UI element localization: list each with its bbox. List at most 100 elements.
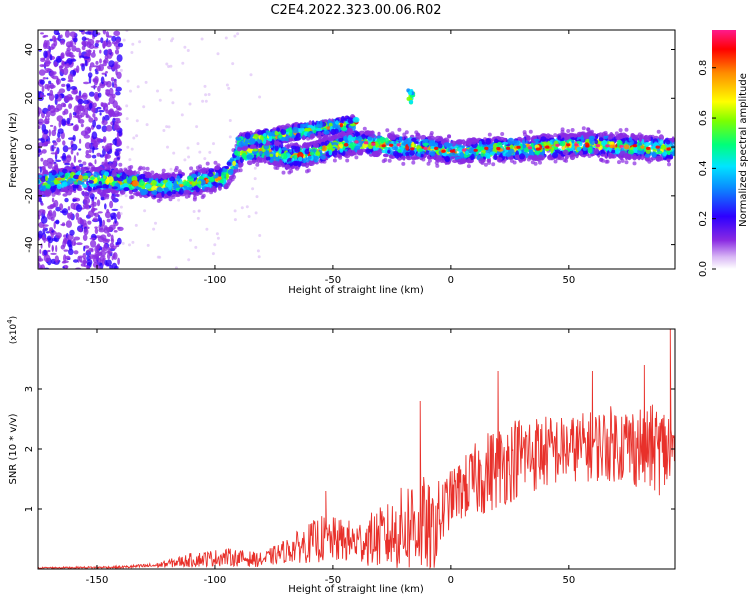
heatmap-cell bbox=[295, 132, 301, 139]
heatmap-cell bbox=[223, 185, 229, 190]
heatmap-cell bbox=[96, 243, 101, 249]
heatmap-cell bbox=[109, 110, 112, 118]
heatmap-cell bbox=[198, 164, 202, 169]
heatmap-cell bbox=[61, 261, 67, 264]
heatmap-cell bbox=[63, 249, 69, 252]
heatmap-cell bbox=[281, 147, 287, 151]
heatmap-cell bbox=[49, 181, 55, 187]
heatmap-cell bbox=[47, 235, 52, 241]
heatmap-cell bbox=[381, 144, 386, 148]
heatmap-cell bbox=[232, 160, 237, 167]
heatmap-cell bbox=[169, 167, 173, 171]
heatmap-cell bbox=[96, 199, 101, 207]
heatmap-cell bbox=[86, 249, 90, 253]
heatmap-cell bbox=[49, 227, 54, 232]
heatmap-cell bbox=[624, 127, 629, 132]
heatmap-cell bbox=[49, 54, 53, 61]
heatmap-cell bbox=[56, 177, 62, 181]
heatmap-cell bbox=[293, 154, 298, 160]
heatmap-cell bbox=[534, 150, 538, 155]
heatmap-cell bbox=[175, 191, 179, 196]
heatmap-cell bbox=[512, 140, 520, 146]
heatmap-cell bbox=[78, 163, 84, 168]
heatmap-cell bbox=[443, 142, 451, 147]
heatmap-cell bbox=[91, 131, 98, 140]
heatmap-cell bbox=[377, 131, 381, 136]
heatmap-cell bbox=[343, 142, 349, 147]
heatmap-cell bbox=[38, 125, 41, 129]
heatmap-cell bbox=[90, 107, 96, 113]
heatmap-cell bbox=[56, 137, 61, 143]
heatmap-cell bbox=[526, 135, 531, 141]
heatmap-cell bbox=[105, 125, 113, 132]
heatmap-cell bbox=[667, 162, 671, 167]
heatmap-cell bbox=[43, 249, 48, 256]
heatmap-cell bbox=[40, 58, 46, 62]
heatmap-cell bbox=[617, 160, 621, 165]
heatmap-cell bbox=[75, 47, 81, 53]
heatmap-cell bbox=[345, 158, 350, 163]
heatmap-cell bbox=[564, 134, 569, 141]
heatmap-cell bbox=[111, 170, 117, 178]
heatmap-cell bbox=[566, 143, 571, 147]
heatmap-cell bbox=[86, 265, 90, 269]
heatmap-cell bbox=[112, 176, 119, 181]
y-tick-label: -20 bbox=[24, 188, 35, 204]
colorbar-tick-label: 0.8 bbox=[698, 60, 709, 76]
heatmap-cell bbox=[381, 149, 389, 154]
heatmap-cell bbox=[171, 189, 176, 195]
heatmap-cell bbox=[233, 34, 237, 38]
y-tick-label: 20 bbox=[24, 92, 35, 105]
heatmap-cell bbox=[288, 137, 293, 142]
heatmap-cell bbox=[40, 92, 43, 100]
heatmap-cell bbox=[117, 257, 120, 265]
heatmap-cell bbox=[211, 185, 217, 192]
heatmap-cell bbox=[87, 210, 95, 218]
heatmap-cell bbox=[62, 240, 67, 248]
heatmap-cell bbox=[553, 133, 558, 138]
heatmap-cell bbox=[601, 153, 605, 157]
heatmap-cell bbox=[328, 122, 333, 127]
heatmap-cell bbox=[333, 124, 338, 129]
heatmap-cell bbox=[257, 130, 265, 135]
heatmap-cell bbox=[88, 75, 92, 84]
heatmap-cell bbox=[108, 87, 114, 96]
heatmap-cell bbox=[447, 134, 452, 139]
heatmap-cell bbox=[233, 218, 237, 222]
heatmap-cell bbox=[52, 210, 57, 218]
heatmap-cell bbox=[247, 160, 253, 166]
heatmap-cell bbox=[78, 174, 84, 181]
heatmap-cell bbox=[244, 138, 250, 144]
heatmap-cell bbox=[98, 228, 105, 233]
heatmap-cell bbox=[64, 162, 71, 166]
heatmap-cell bbox=[393, 141, 397, 145]
y-tick-label: 0 bbox=[24, 144, 35, 150]
heatmap-cell bbox=[407, 141, 411, 147]
heatmap-cell bbox=[111, 208, 119, 211]
heatmap-cell bbox=[78, 148, 82, 151]
heatmap-cell bbox=[169, 64, 173, 68]
heatmap-cell bbox=[328, 149, 333, 156]
heatmap-cell bbox=[168, 197, 173, 202]
heatmap-cell bbox=[75, 165, 81, 172]
heatmap-cell bbox=[88, 191, 93, 196]
heatmap-cell bbox=[102, 79, 105, 83]
heatmap-cell bbox=[415, 132, 421, 140]
heatmap-cell bbox=[570, 128, 575, 132]
heatmap-cell bbox=[389, 143, 394, 147]
heatmap-cell bbox=[50, 252, 57, 255]
heatmap-cell bbox=[83, 81, 90, 85]
heatmap-cell bbox=[186, 146, 190, 150]
heatmap-cell bbox=[93, 140, 98, 149]
heatmap-cell bbox=[667, 150, 671, 156]
heatmap-cell bbox=[585, 144, 590, 148]
heatmap-cell bbox=[69, 211, 73, 220]
heatmap-cell bbox=[65, 220, 72, 228]
heatmap-cell bbox=[465, 150, 469, 156]
heatmap-cell bbox=[129, 89, 132, 93]
heatmap-cell bbox=[182, 181, 190, 186]
heatmap-cell bbox=[102, 30, 107, 35]
heatmap-cell bbox=[161, 168, 166, 173]
heatmap-cell bbox=[77, 217, 83, 225]
